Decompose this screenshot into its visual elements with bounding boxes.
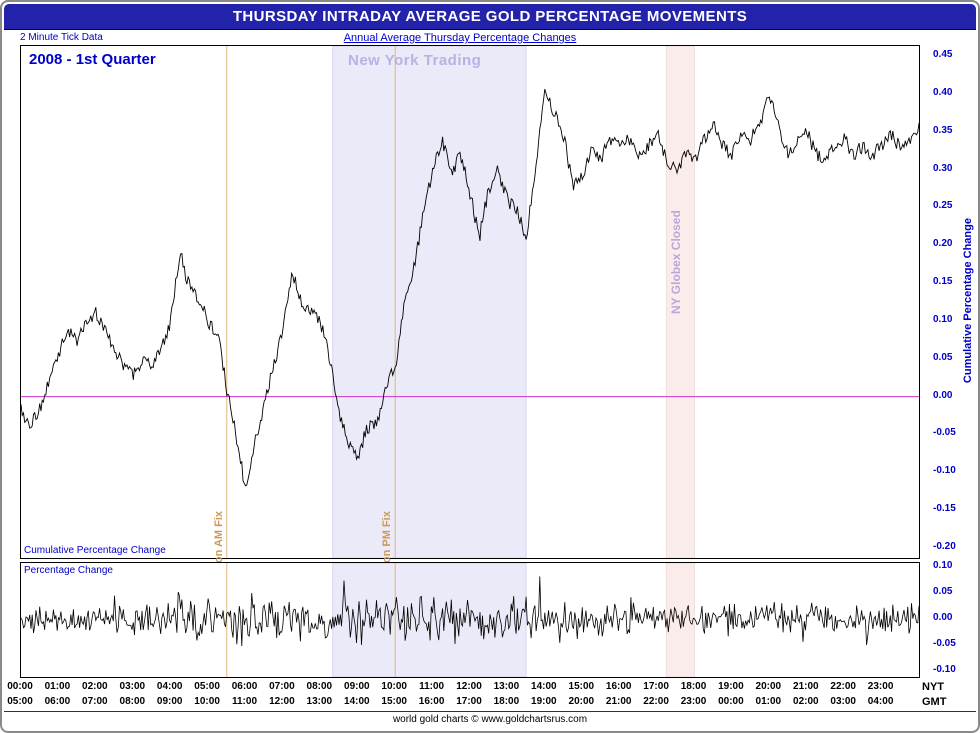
- x-tick-label: 09:00: [156, 696, 183, 707]
- y-tick-label: 0.45: [933, 49, 953, 60]
- percentage-chart: Percentage Change: [20, 562, 920, 678]
- percentage-chart-canvas: [21, 563, 919, 677]
- right-axis-title: Cumulative Percentage Change: [962, 218, 974, 384]
- y-tick-label: 0.15: [933, 276, 953, 288]
- x-tick-label: 06:00: [231, 681, 258, 692]
- x-tick-label: 22:00: [830, 681, 856, 692]
- x-tick-label: 02:00: [793, 696, 819, 707]
- footer-credit: world gold charts © www.goldchartsrus.co…: [4, 711, 976, 729]
- percentage-y-axis: 0.10 0.05 0.00 -0.05 -0.10: [920, 560, 966, 676]
- y-tick-label: 0.10: [933, 560, 953, 571]
- x-tick-label: 07:00: [269, 681, 295, 692]
- x-tick-label: 16:00: [418, 696, 445, 707]
- y-tick-label: -0.10: [933, 465, 956, 477]
- x-tick-label: 09:00: [344, 681, 370, 692]
- x-tick-label: 18:00: [680, 681, 707, 692]
- y-tick-label: 0.30: [933, 162, 953, 174]
- x-axis-nyt: 00:00 01:00 02:00 03:00 04:00 05:00 06:00 07:00…: [7, 681, 918, 694]
- x-tick-label: 08:00: [306, 681, 333, 692]
- annual-average-note: Annual Average Thursday Percentage Chang…: [343, 32, 577, 44]
- right-axis-title-wrap: Cumulative Percentage Change: [956, 45, 978, 557]
- x-tick-label: 22:00: [643, 696, 669, 707]
- tick-data-note: 2 Minute Tick Data: [20, 32, 103, 43]
- y-tick-label: -0.20: [933, 541, 956, 552]
- x-tick-label: 06:00: [44, 696, 71, 707]
- x-tick-label: 04:00: [156, 681, 183, 692]
- x-tick-label: 03:00: [119, 681, 146, 692]
- x-tick-label: 17:00: [643, 681, 669, 692]
- y-tick-label: 0.20: [933, 238, 953, 250]
- y-tick-label: -0.05: [933, 638, 956, 649]
- cumulative-series-label: Cumulative Percentage Change: [24, 545, 166, 556]
- x-tick-label: 18:00: [493, 696, 520, 707]
- percentage-series-label: Percentage Change: [24, 565, 113, 576]
- y-tick-label: 0.35: [933, 124, 953, 136]
- x-tick-label: 13:00: [306, 696, 333, 707]
- x-tick-label: 04:00: [867, 696, 894, 707]
- x-axis-gmt: 05:00 06:00 07:00 08:00 09:00 10:00 11:00 12:00…: [7, 696, 918, 709]
- x-tick-label: 19:00: [718, 681, 744, 692]
- y-tick-label: 0.40: [933, 86, 953, 98]
- x-tick-label: 19:00: [531, 696, 557, 707]
- x-tick-label: 08:00: [119, 696, 146, 707]
- x-tick-label: 15:00: [568, 681, 595, 692]
- x-tick-label: 05:00: [7, 696, 33, 707]
- period-label: 2008 - 1st Quarter: [29, 51, 156, 68]
- y-tick-label: -0.10: [933, 664, 956, 675]
- y-tick-label: -0.15: [933, 503, 956, 515]
- y-tick-label: 0.05: [933, 351, 953, 363]
- x-tick-label: 10:00: [194, 696, 220, 707]
- x-tick-label: 00:00: [7, 681, 33, 692]
- x-tick-label: 11:00: [419, 681, 445, 692]
- x-tick-label: 23:00: [867, 681, 894, 692]
- x-tick-label: 01:00: [755, 696, 782, 707]
- x-tick-label: 10:00: [381, 681, 407, 692]
- x-tick-label: 21:00: [605, 696, 632, 707]
- x-tick-label: 02:00: [82, 681, 108, 692]
- x-tick-label: 23:00: [680, 696, 707, 707]
- x-tick-label: 12:00: [456, 681, 482, 692]
- x-tick-label: 07:00: [82, 696, 108, 707]
- x-tick-label: 12:00: [269, 696, 295, 707]
- nyt-caption: NYT: [922, 681, 944, 693]
- y-tick-label: -0.05: [933, 427, 956, 439]
- cumulative-chart: 2008 - 1st Quarter New York Trading Lond…: [20, 45, 920, 590]
- x-tick-label: 15:00: [381, 696, 407, 707]
- x-tick-label: 14:00: [531, 681, 557, 692]
- y-tick-label: 0.25: [933, 200, 953, 212]
- x-tick-label: 16:00: [605, 681, 632, 692]
- y-tick-label: 0.00: [933, 389, 953, 401]
- x-tick-label: 21:00: [793, 681, 819, 692]
- x-tick-label: 20:00: [755, 681, 782, 692]
- y-tick-label: 0.05: [933, 586, 953, 597]
- x-tick-label: 00:00: [718, 696, 744, 707]
- ny-trading-label: New York Trading: [348, 52, 482, 69]
- x-tick-label: 03:00: [830, 696, 856, 707]
- cumulative-y-axis: 0.45 0.40 0.35 0.30 0.25 0.20 0.15 0.10 0.05 0.00…: [920, 45, 966, 557]
- x-tick-label: 05:00: [194, 681, 220, 692]
- cumulative-chart-canvas: [21, 46, 919, 558]
- x-tick-label: 13:00: [493, 681, 520, 692]
- x-tick-label: 11:00: [231, 696, 258, 707]
- x-tick-label: 14:00: [344, 696, 370, 707]
- y-tick-label: 0.00: [933, 612, 953, 623]
- x-tick-label: 01:00: [44, 681, 71, 692]
- x-tick-label: 20:00: [568, 696, 595, 707]
- globex-closed-label: NY Globex Closed: [669, 210, 683, 314]
- gmt-caption: GMT: [922, 696, 947, 708]
- x-tick-label: 17:00: [456, 696, 482, 707]
- y-tick-label: 0.10: [933, 313, 953, 325]
- page-title: THURSDAY INTRADAY AVERAGE GOLD PERCENTAG…: [4, 4, 976, 30]
